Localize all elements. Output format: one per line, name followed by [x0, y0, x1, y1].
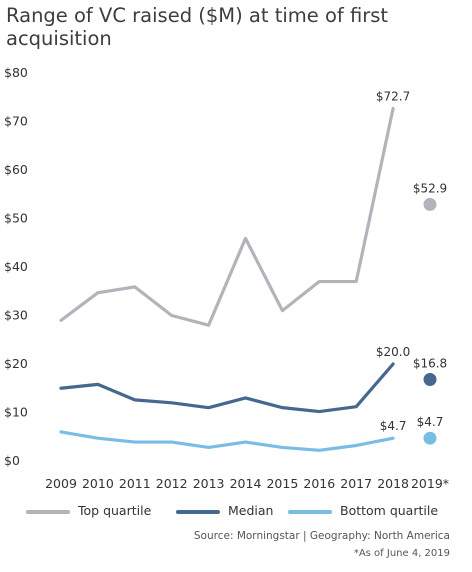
x-tick-label: 2012 [156, 476, 188, 491]
y-tick-label: $50 [4, 211, 28, 226]
series-line-2 [59, 430, 395, 452]
data-label-last: $4.7 [380, 419, 407, 433]
line-chart: $0$10$20$30$40$50$60$70$80 2009 2010 2011 2… [4, 65, 449, 491]
data-label-point: $16.8 [413, 357, 447, 371]
x-tick-label: 2015 [266, 476, 298, 491]
series-point-1 [423, 373, 437, 387]
x-tick-label: 2011 [119, 476, 151, 491]
x-tick-label: 2018 [377, 476, 409, 491]
legend-swatch-top [26, 509, 70, 514]
y-tick-label: $10 [4, 405, 28, 420]
date-note: *As of June 4, 2019 [353, 548, 450, 559]
y-tick-label: $70 [4, 114, 28, 129]
legend-item-top-quartile: Top quartile [26, 503, 151, 518]
y-tick-label: $0 [4, 453, 20, 468]
x-tick-label: 2010 [82, 476, 114, 491]
y-tick-label: $40 [4, 259, 28, 274]
y-tick-label: $20 [4, 356, 28, 371]
x-tick-label: 2019* [411, 476, 449, 491]
legend-label-top: Top quartile [78, 503, 152, 518]
series-line-1 [59, 362, 395, 414]
x-axis: 2009 2010 2011 2012 2013 2014 2015 2016 2017 2018… [45, 476, 449, 491]
source-note: Source: Morningstar | Geography: North A… [193, 530, 450, 542]
legend-label-median: Median [228, 503, 274, 518]
x-tick-label: 2016 [303, 476, 335, 491]
x-tick-label: 2009 [45, 476, 77, 491]
data-labels: $52.9 $72.7 $16.8$20.0 $4.7 $4.7 [376, 89, 447, 433]
legend-item-bottom-quartile: Bottom quartile [288, 503, 438, 518]
legend-swatch-median [176, 509, 220, 514]
data-label-last: $72.7 [376, 89, 410, 103]
legend-swatch-bottom [288, 509, 332, 514]
x-tick-label: 2014 [230, 476, 262, 491]
x-tick-label: 2017 [340, 476, 372, 491]
legend-item-median: Median [176, 503, 273, 518]
chart-title: Range of VC raised ($M) at time of first… [6, 4, 389, 50]
series-lines [59, 106, 437, 452]
legend-label-bottom: Bottom quartile [340, 503, 439, 518]
series-line-0 [59, 106, 395, 327]
x-tick-label: 2013 [193, 476, 225, 491]
series-point-0 [423, 197, 437, 211]
series-point-2 [423, 431, 437, 445]
data-label-last: $20.0 [376, 345, 410, 359]
y-tick-label: $30 [4, 308, 28, 323]
y-tick-label: $80 [4, 65, 28, 80]
y-axis: $0 $10 $20 $30 $40 $50 $60 $70 $80 [4, 65, 28, 468]
y-tick-label: $60 [4, 162, 28, 177]
data-label-point: $4.7 [417, 415, 444, 429]
data-label-point: $52.9 [413, 181, 447, 195]
